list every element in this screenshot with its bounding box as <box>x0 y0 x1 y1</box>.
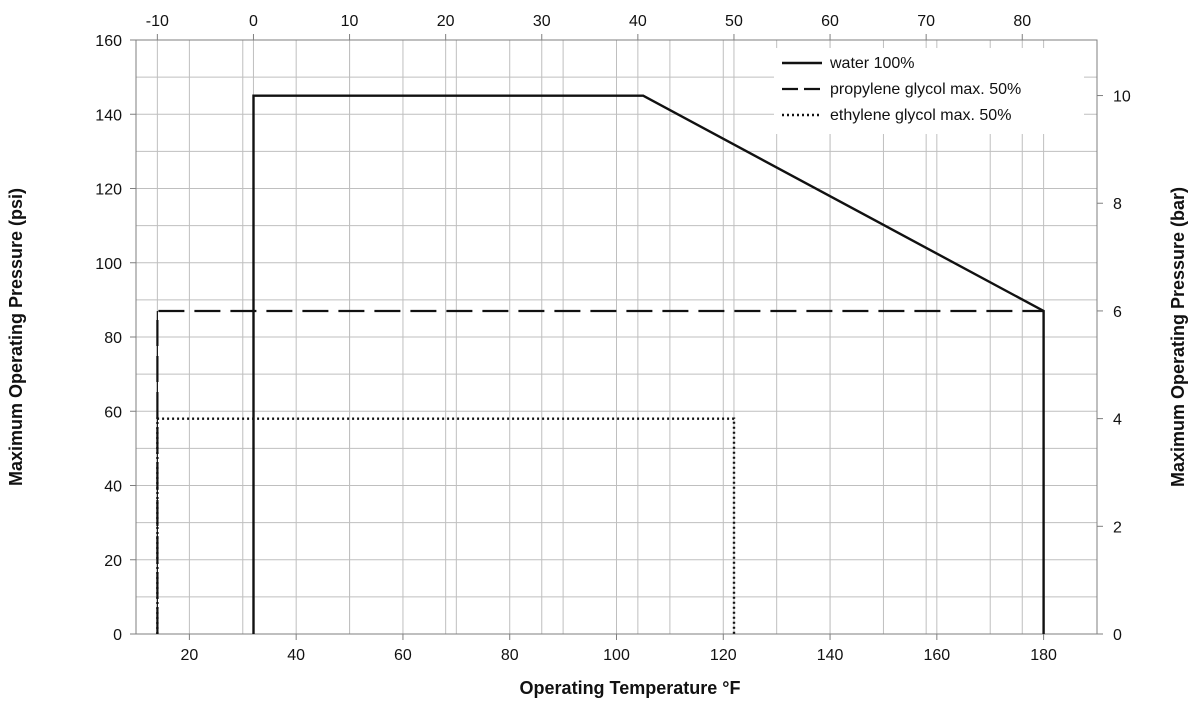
x-tick-label: 100 <box>603 647 630 664</box>
x-top-tick-label: 70 <box>917 13 935 30</box>
y-right-tick-label: 8 <box>1113 196 1122 213</box>
legend-label: propylene glycol max. 50% <box>830 81 1021 98</box>
legend-label: water 100% <box>829 55 915 72</box>
y-tick-label: 60 <box>104 404 122 421</box>
y-tick-label: 140 <box>95 107 122 124</box>
y-right-tick-label: 4 <box>1113 412 1122 429</box>
x-top-tick-label: 50 <box>725 13 743 30</box>
y-axis-title-left: Maximum Operating Pressure (psi) <box>6 188 26 486</box>
y-right-tick-label: 0 <box>1113 627 1122 644</box>
x-tick-label: 140 <box>817 647 844 664</box>
y-right-tick-label: 10 <box>1113 89 1131 106</box>
x-tick-label: 20 <box>180 647 198 664</box>
x-top-tick-label: 30 <box>533 13 551 30</box>
x-tick-label: 60 <box>394 647 412 664</box>
legend-label: ethylene glycol max. 50% <box>830 107 1011 124</box>
y-tick-label: 40 <box>104 479 122 496</box>
x-top-tick-label: 60 <box>821 13 839 30</box>
x-axis-title: Operating Temperature °F <box>520 678 741 698</box>
y-tick-label: 0 <box>113 627 122 644</box>
legend-box <box>774 48 1084 134</box>
x-tick-label: 160 <box>923 647 950 664</box>
y-tick-label: 100 <box>95 256 122 273</box>
x-top-tick-label: 10 <box>341 13 359 30</box>
x-top-tick-label: 20 <box>437 13 455 30</box>
x-top-tick-label: -10 <box>146 13 169 30</box>
y-tick-label: 160 <box>95 33 122 50</box>
x-top-tick-label: 0 <box>249 13 258 30</box>
y-tick-label: 80 <box>104 330 122 347</box>
x-top-tick-label: 80 <box>1013 13 1031 30</box>
x-tick-label: 180 <box>1030 647 1057 664</box>
series-line-dashed <box>156 309 1044 634</box>
x-tick-label: 120 <box>710 647 737 664</box>
y-tick-label: 20 <box>104 553 122 570</box>
series-lines <box>156 94 1045 634</box>
axes: 20 40 60 80 100 120 140 160 180-10 0 10 20 30 40 50 60 7… <box>95 13 1131 664</box>
legend: water 100% propylene glycol max. 50% ethyl… <box>774 48 1084 134</box>
x-tick-label: 40 <box>287 647 305 664</box>
y-right-tick-label: 6 <box>1113 304 1122 321</box>
y-right-tick-label: 2 <box>1113 519 1122 536</box>
y-tick-label: 120 <box>95 182 122 199</box>
x-top-tick-label: 40 <box>629 13 647 30</box>
x-tick-label: 80 <box>501 647 519 664</box>
y-axis-title-right: Maximum Operating Pressure (bar) <box>1168 187 1188 487</box>
